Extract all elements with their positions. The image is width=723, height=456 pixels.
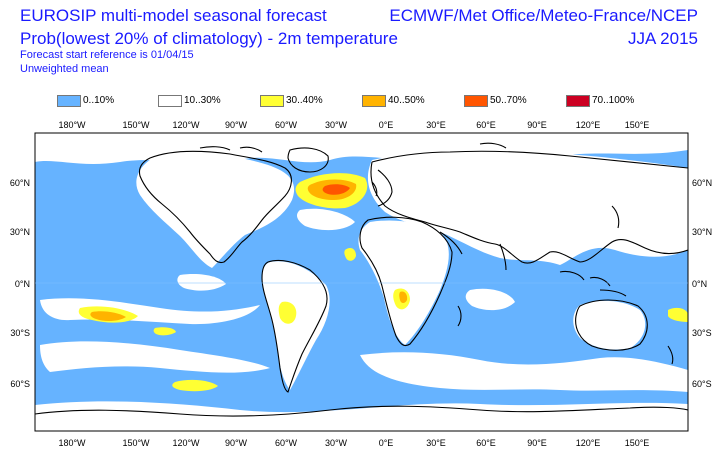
longitude-tick-label: 120°E (576, 120, 601, 130)
legend-swatch (158, 95, 182, 107)
legend-swatch (57, 95, 81, 107)
longitude-labels-bottom: 180°W 150°W 120°W 90°W 60°W 30°W 0°E 30°E 60°E 90… (58, 438, 649, 448)
latitude-labels-right: 60°N 30°N 0°N 30°S 60°S (692, 178, 712, 389)
legend-swatch (260, 95, 284, 107)
longitude-tick-label: 60°E (476, 120, 496, 130)
map-subtitle: Prob(lowest 20% of climatology) - 2m tem… (20, 29, 398, 48)
legend-label: 10..30% (184, 95, 221, 106)
band-10-30 (35, 133, 688, 431)
legend-swatch (566, 95, 590, 107)
longitude-tick-label: 120°W (172, 120, 200, 130)
latitude-labels-left: 60°N 30°N 0°N 30°S 60°S (10, 178, 30, 389)
latitude-tick-label: 30°S (692, 328, 712, 338)
latitude-tick-label: 60°S (10, 379, 30, 389)
centres-label: ECMWF/Met Office/Meteo-France/NCEP (389, 6, 698, 25)
season-label: JJA 2015 (628, 29, 698, 48)
latitude-tick-label: 0°N (692, 279, 707, 289)
longitude-tick-label: 0°E (379, 438, 394, 448)
longitude-tick-label: 180°W (58, 438, 86, 448)
legend-label: 70..100% (592, 95, 635, 106)
latitude-tick-label: 0°N (15, 279, 30, 289)
legend-label: 50..70% (490, 95, 527, 106)
latitude-tick-label: 30°N (10, 227, 30, 237)
longitude-tick-label: 90°E (527, 120, 547, 130)
latitude-tick-label: 60°N (10, 178, 30, 188)
longitude-tick-label: 30°E (426, 438, 446, 448)
map-title: EUROSIP multi-model seasonal forecast (20, 6, 327, 25)
latitude-tick-label: 30°N (692, 227, 712, 237)
longitude-tick-label: 90°E (527, 438, 547, 448)
legend-swatch (362, 95, 386, 107)
longitude-tick-label: 60°W (275, 120, 298, 130)
legend-label: 30..40% (286, 95, 323, 106)
map-frame (34, 132, 689, 432)
longitude-labels-top: 180°W 150°W 120°W 90°W 60°W 30°W 0°E 30°E 60°E 90… (58, 120, 649, 130)
longitude-tick-label: 30°W (325, 438, 348, 448)
forecast-start-reference: Forecast start reference is 01/04/15 (20, 49, 194, 61)
coastlines (35, 142, 688, 417)
longitude-tick-label: 30°E (426, 120, 446, 130)
longitude-tick-label: 120°W (172, 438, 200, 448)
latitude-tick-label: 60°N (692, 178, 712, 188)
longitude-tick-label: 150°W (122, 120, 150, 130)
longitude-tick-label: 150°E (625, 120, 650, 130)
legend-label: 0..10% (83, 95, 115, 106)
legend-label: 40..50% (388, 95, 425, 106)
longitude-tick-label: 60°E (476, 438, 496, 448)
longitude-tick-label: 120°E (576, 438, 601, 448)
mean-type: Unweighted mean (20, 63, 109, 75)
legend-swatch (464, 95, 488, 107)
longitude-tick-label: 180°W (58, 120, 86, 130)
probability-field (35, 133, 688, 431)
longitude-tick-label: 90°W (225, 120, 248, 130)
legend: 0..10% 10..30% 30..40% 40..50% 50..70% 7… (0, 95, 723, 109)
longitude-tick-label: 150°W (122, 438, 150, 448)
latitude-tick-label: 60°S (692, 379, 712, 389)
longitude-tick-label: 150°E (625, 438, 650, 448)
latitude-tick-label: 30°S (10, 328, 30, 338)
longitude-tick-label: 90°W (225, 438, 248, 448)
longitude-tick-label: 30°W (325, 120, 348, 130)
longitude-tick-label: 60°W (275, 438, 298, 448)
band-50-70 (322, 184, 350, 195)
longitude-tick-label: 0°E (379, 120, 394, 130)
